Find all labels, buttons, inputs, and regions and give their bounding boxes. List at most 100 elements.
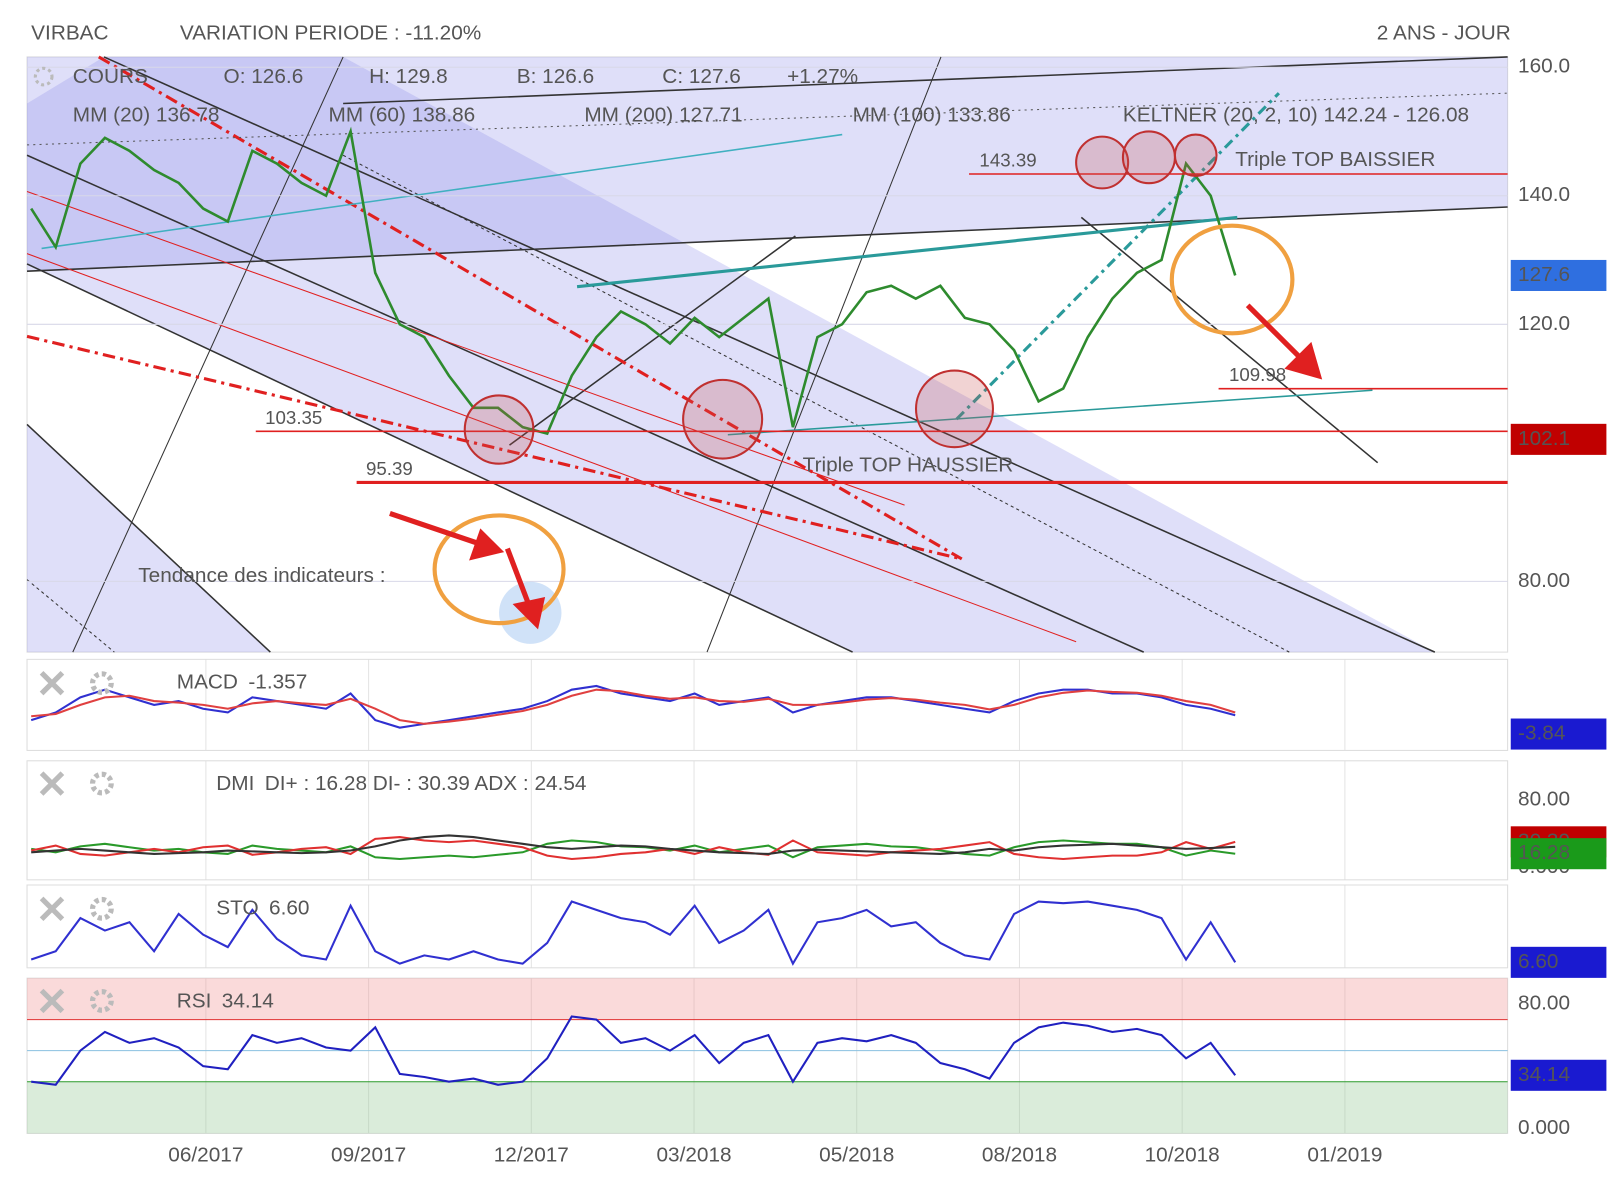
- trend-line: [1080, 216, 1379, 464]
- value-badge: [1510, 259, 1607, 291]
- arrow: [1245, 303, 1307, 365]
- indicator-title: DMI: [216, 772, 254, 795]
- indicator-value: DI+ : 16.28 DI- : 30.39 ADX : 24.54: [265, 772, 587, 795]
- x-tick-label: 10/2018: [1145, 1144, 1220, 1167]
- series-line: [30, 900, 1237, 966]
- legend-item: +1.27%: [787, 65, 858, 88]
- overbought-zone: [27, 978, 1508, 1020]
- highlight-circle: [463, 394, 535, 465]
- x-tick-label: 09/2017: [331, 1144, 406, 1167]
- highlight-ellipse: [1169, 223, 1295, 336]
- highlight-circle: [682, 378, 764, 460]
- trend-line: [26, 253, 1077, 643]
- gear-icon: [89, 989, 114, 1013]
- y-tick-label: 80.00: [1518, 992, 1570, 1015]
- series-line: [30, 126, 1237, 436]
- value-badge-label: -3.84: [1518, 722, 1565, 745]
- trend-line: [97, 55, 963, 561]
- close-icon: [39, 670, 65, 696]
- legend-item: MM (200) 127.71: [584, 103, 742, 126]
- x-tick-label: 01/2019: [1307, 1144, 1382, 1167]
- gear-icon: [89, 671, 114, 696]
- value-badge-label: 16.28: [1518, 841, 1570, 864]
- level-label: 143.39: [979, 150, 1036, 171]
- series-line: [31, 834, 1236, 855]
- legend-item: MM (20) 136.78: [73, 103, 220, 126]
- value-badge-label: 6.60: [1518, 950, 1558, 973]
- level-label: 109.98: [1229, 364, 1286, 385]
- indicator-title: MACD: [177, 671, 238, 694]
- price-title: COURS: [73, 65, 148, 88]
- panel-frame: [26, 658, 1509, 751]
- annotation: Triple TOP BAISSIER: [1235, 148, 1435, 171]
- arrow: [504, 547, 533, 610]
- y-tick-label: 140.0: [1518, 183, 1570, 206]
- value-badge-label: 34.14: [1518, 1063, 1570, 1086]
- annotation: Triple TOP HAUSSIER: [803, 453, 1014, 476]
- highlight-circle: [1173, 133, 1218, 177]
- trend-line: [26, 191, 905, 506]
- legend-item: H: 129.8: [369, 65, 448, 88]
- indicator-value: 34.14: [222, 989, 274, 1012]
- trend-line: [955, 92, 1280, 421]
- trend-line: [26, 263, 853, 653]
- legend-item: B: 126.6: [517, 65, 594, 88]
- annotations-shapes: [33, 66, 1323, 1014]
- x-tick-label: 05/2018: [819, 1144, 894, 1167]
- series-line: [30, 684, 1236, 729]
- series-line: [30, 836, 1236, 861]
- series-line: [31, 1015, 1237, 1086]
- background: [26, 55, 1509, 653]
- gear-icon: [89, 771, 114, 796]
- legend-item: MM (60) 138.86: [329, 103, 476, 126]
- gear-icon: [89, 896, 114, 921]
- y-tick-label: 0.000: [1518, 1116, 1570, 1139]
- gear-icon: [33, 66, 54, 87]
- y-tick-label: 80.00: [1518, 569, 1570, 592]
- indicator-title: STO: [216, 896, 258, 919]
- arrow-head: [469, 528, 505, 561]
- y-tick-label: 160.0: [1518, 55, 1570, 78]
- indicator-value: -1.357: [248, 671, 307, 694]
- indicator-title: RSI: [177, 989, 212, 1012]
- value-badge: [1510, 423, 1607, 455]
- channel-zone: [27, 424, 271, 653]
- trend-line: [727, 389, 1373, 436]
- level-label: 95.39: [366, 458, 413, 479]
- trend-line: [343, 56, 1508, 105]
- trend-line: [41, 133, 843, 250]
- series-line: [31, 839, 1236, 861]
- value-badge-label: 102.1: [1518, 427, 1570, 450]
- x-tick-label: 06/2017: [168, 1144, 243, 1167]
- variation: VARIATION PERIODE : -11.20%: [180, 22, 481, 45]
- arrow-head: [1284, 341, 1323, 380]
- y-tick-label: 80.00: [1518, 788, 1570, 811]
- legend-item: C: 127.6: [662, 65, 741, 88]
- channel-zone: [27, 56, 1435, 653]
- value-badge: [1510, 946, 1607, 978]
- close-icon: [39, 771, 65, 796]
- arrows: [389, 303, 1323, 630]
- close-icon: [39, 896, 65, 921]
- trend-line: [576, 215, 1238, 289]
- x-tick-label: 08/2018: [982, 1144, 1057, 1167]
- y-tick-label: 120.0: [1518, 312, 1570, 335]
- legend-item: KELTNER (20, 2, 10) 142.24 - 126.08: [1123, 103, 1469, 126]
- trend-line: [103, 56, 1436, 653]
- oversold-zone: [27, 1081, 1508, 1134]
- x-tick-label: 03/2018: [656, 1144, 731, 1167]
- legend-item: O: 126.6: [224, 65, 304, 88]
- labels: VIRBAC VARIATION PERIODE : -11.20% 2 ANS…: [31, 22, 1607, 1167]
- period: 2 ANS - JOUR: [1377, 22, 1511, 45]
- symbol: VIRBAC: [31, 22, 108, 45]
- highlight-circle: [1121, 130, 1176, 185]
- trend-line: [26, 154, 1145, 653]
- series-line: [31, 688, 1236, 725]
- close-icon: [39, 988, 65, 1014]
- trend-line: [26, 334, 963, 561]
- trend-line: [706, 56, 942, 653]
- trend-line: [26, 579, 115, 653]
- value-badge-label: 127.6: [1518, 263, 1570, 286]
- channel-zone: [27, 56, 1508, 272]
